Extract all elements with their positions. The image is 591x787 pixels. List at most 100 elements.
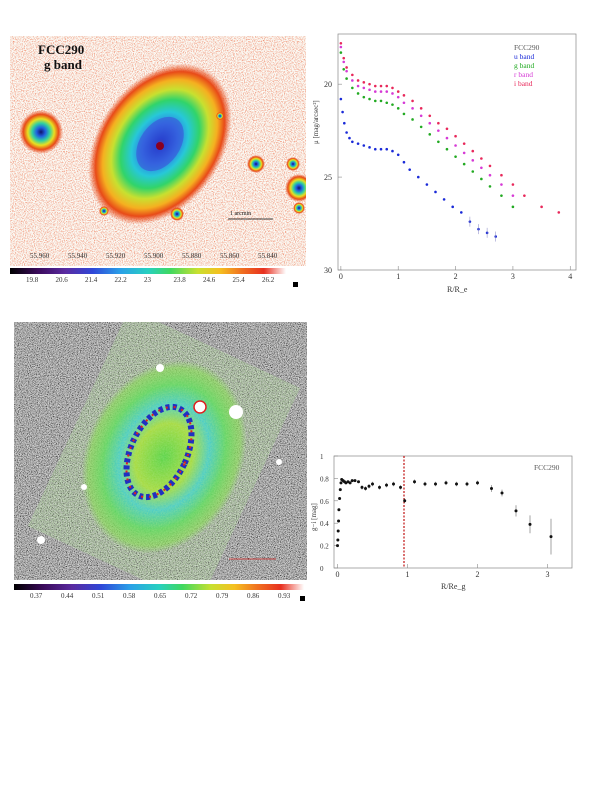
data-point-i-band: [471, 149, 475, 153]
data-point-u-band: [348, 136, 351, 140]
data-point-i-band: [419, 107, 423, 110]
x-tick-label: 3: [546, 570, 550, 579]
y-tick-label: 0.8: [320, 475, 329, 483]
data-point: [528, 522, 532, 526]
y-tick-label: 25: [324, 173, 332, 182]
data-point-g-band: [511, 205, 515, 209]
data-point-i-band: [396, 90, 400, 93]
y-tick-label: 0.2: [320, 543, 329, 551]
legend-entry: i band: [514, 79, 533, 88]
tick-label: 21.4: [85, 276, 98, 284]
data-point-i-band: [480, 157, 483, 160]
plot-frame: [333, 455, 573, 569]
data-point-g-band: [488, 185, 492, 188]
tick-label: 23.8: [173, 276, 186, 284]
x-tick-label: 4: [568, 272, 572, 281]
x-axis-label: R/Re_g: [441, 582, 465, 591]
data-point-u-band: [343, 121, 346, 125]
data-point: [336, 538, 340, 542]
top-colorbar-ticks: 19.8 20.6 21.4 22.2 23 23.8 24.6 25.4 26.2: [10, 276, 286, 288]
data-point-i-band: [488, 164, 492, 168]
data-point-g-band: [368, 97, 371, 101]
data-point-r-band: [480, 166, 483, 170]
data-point-u-band: [408, 168, 411, 171]
x-tick-label: 0: [336, 570, 340, 579]
x-tick-label: 2: [476, 570, 480, 579]
data-point-i-band: [356, 79, 360, 82]
data-point-u-band: [451, 205, 454, 209]
legend-entry: u band: [514, 52, 534, 61]
data-point-u-band: [368, 146, 371, 149]
x-tick-label: 3: [511, 272, 515, 281]
data-point: [423, 482, 427, 486]
tick-label: 0.51: [92, 592, 105, 600]
bottom-color-image: [14, 322, 307, 580]
data-point-r-band: [391, 92, 394, 95]
data-point: [367, 484, 371, 488]
star: [170, 207, 184, 221]
y-tick-label: 20: [324, 80, 332, 89]
data-point-i-band: [454, 134, 457, 138]
data-point-g-band: [454, 155, 457, 158]
data-point-i-band: [385, 84, 389, 88]
data-point-g-band: [445, 147, 449, 151]
tick-label: 25.4: [232, 276, 245, 284]
tick-label: 0.37: [30, 592, 43, 600]
data-point-i-band: [373, 84, 377, 88]
x-tick-label: 1: [396, 272, 400, 281]
bright-star-right: [285, 174, 306, 202]
tick-label: 0.58: [123, 592, 136, 600]
data-point-i-band: [362, 81, 366, 84]
tick-label: 0.79: [216, 592, 229, 600]
tick-label: 19.8: [26, 276, 39, 284]
legend-title: FCC290: [514, 43, 540, 52]
data-point-r-band: [373, 90, 377, 93]
tick-label: 55.840: [258, 252, 278, 260]
data-point: [500, 491, 504, 495]
data-point-r-band: [454, 144, 457, 147]
data-point-u-band: [345, 131, 348, 134]
data-point-g-band: [411, 118, 414, 121]
data-point-r-band: [356, 84, 360, 88]
tick-label: 22.2: [114, 276, 127, 284]
data-point-u-band: [442, 198, 446, 201]
data-point-i-band: [379, 84, 383, 88]
data-point: [403, 499, 407, 503]
data-point: [413, 480, 416, 484]
galaxy-nucleus: [156, 142, 164, 150]
scalebar-label: 1 arcmin: [230, 211, 252, 217]
star: [286, 157, 300, 171]
data-point-u-band: [396, 153, 400, 157]
y-tick-label: 0.6: [320, 498, 329, 506]
data-point-u-band: [379, 147, 383, 151]
data-point: [444, 481, 448, 485]
data-point-g-band: [339, 51, 343, 54]
star: [81, 484, 87, 490]
legend-entry: g band: [514, 61, 534, 70]
plot-frame: [337, 33, 577, 271]
data-point: [338, 497, 342, 501]
star: [193, 400, 207, 414]
data-point-i-band: [342, 56, 346, 60]
star: [293, 202, 305, 214]
data-point: [490, 486, 493, 490]
data-point-r-band: [500, 183, 503, 186]
data-point: [514, 509, 518, 513]
color-profile-plot: 0 1 2 3 0 0.2 0.4 0.6 0.8 1 R/Re_g g−i [mag] FCC290: [310, 453, 573, 591]
tick-label: 0.44: [61, 592, 74, 600]
data-point: [336, 529, 340, 533]
data-point-r-band: [462, 151, 466, 155]
x-tick-label: 0: [339, 272, 343, 281]
tick-label: 0.93: [278, 592, 291, 600]
data-point-u-band: [385, 147, 389, 151]
data-point: [348, 481, 352, 485]
data-point: [339, 481, 343, 485]
data-point-i-band: [428, 114, 432, 118]
data-point-r-band: [488, 173, 492, 177]
data-point-g-band: [391, 103, 394, 106]
bottom-colorbar-ticks: 0.37 0.44 0.51 0.58 0.65 0.72 0.79 0.86 0.93: [14, 592, 304, 604]
data-point-u-band: [373, 147, 377, 151]
legend-title: FCC290: [534, 463, 560, 472]
star: [37, 536, 45, 544]
